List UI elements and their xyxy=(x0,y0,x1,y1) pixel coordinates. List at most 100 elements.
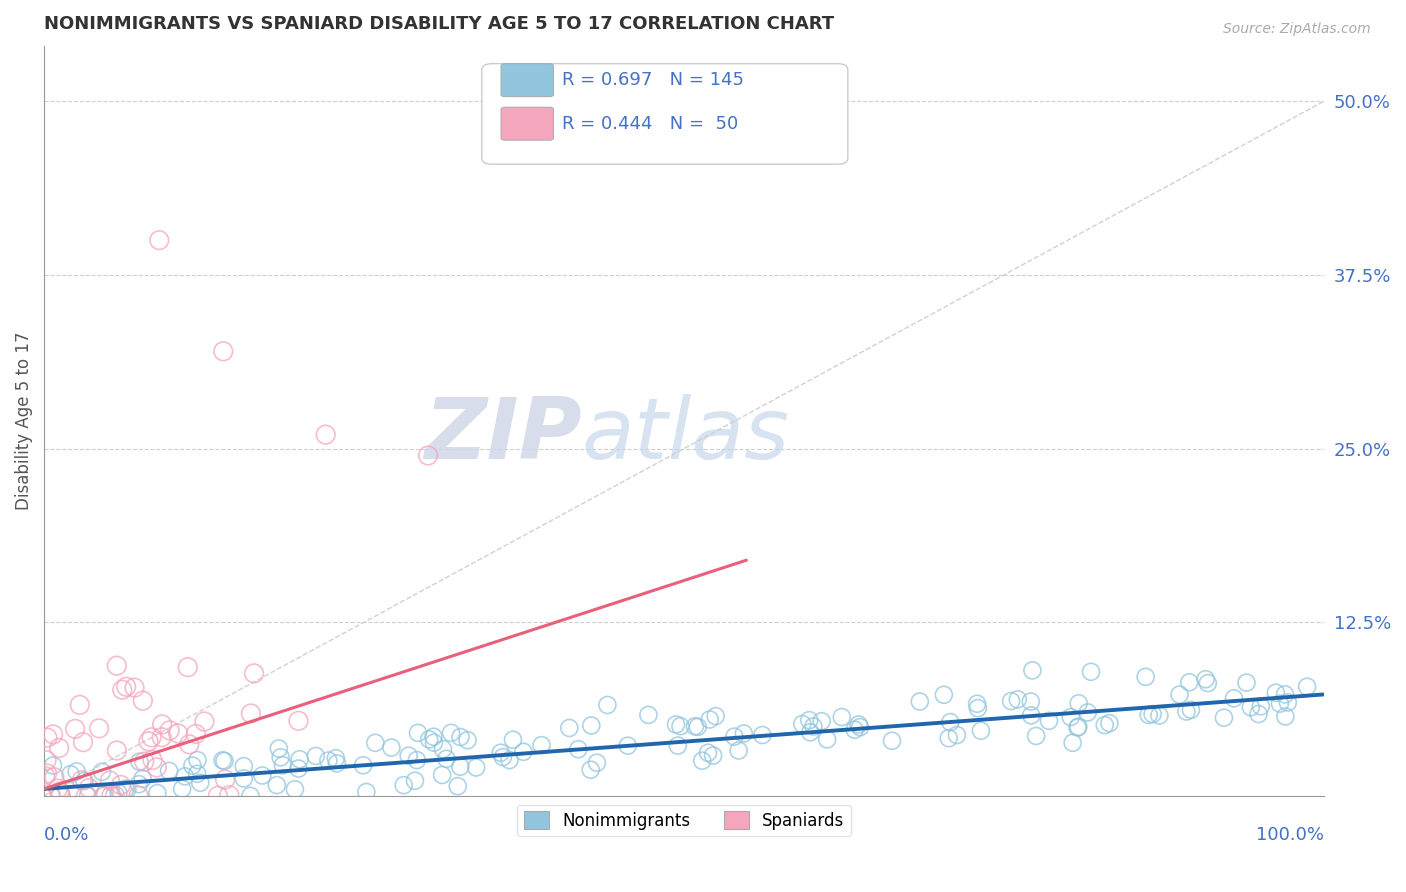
Point xyxy=(1274,709,1296,723)
Point xyxy=(186,753,208,767)
Point xyxy=(115,680,138,694)
Point xyxy=(751,728,773,742)
Point xyxy=(567,742,589,756)
Point xyxy=(271,758,294,772)
Point xyxy=(690,754,713,768)
Point xyxy=(398,748,420,763)
Point xyxy=(1149,708,1171,723)
Point xyxy=(98,773,121,788)
Point xyxy=(91,764,114,779)
Point xyxy=(447,779,470,793)
Point xyxy=(939,715,962,730)
Point xyxy=(1274,687,1296,701)
Point xyxy=(93,789,115,803)
Point xyxy=(1000,694,1022,708)
Point xyxy=(212,344,235,359)
Point xyxy=(186,766,208,780)
Point xyxy=(150,717,173,731)
Point xyxy=(305,748,328,763)
Point xyxy=(502,732,524,747)
Point xyxy=(132,694,155,708)
Point xyxy=(93,789,115,803)
Text: atlas: atlas xyxy=(582,394,790,477)
Point xyxy=(966,701,988,715)
Point xyxy=(174,769,197,783)
Point xyxy=(1077,706,1099,720)
Point xyxy=(1277,695,1299,709)
Point xyxy=(404,773,426,788)
Point xyxy=(141,731,163,745)
Point xyxy=(1142,707,1164,722)
Point xyxy=(637,707,659,722)
Point xyxy=(1197,676,1219,690)
Point xyxy=(66,764,89,779)
Point xyxy=(1180,703,1202,717)
Point xyxy=(232,759,254,773)
Point xyxy=(733,726,755,740)
Point xyxy=(107,786,129,800)
Point xyxy=(100,789,122,803)
Point xyxy=(270,750,292,764)
Point xyxy=(844,723,866,737)
Point xyxy=(117,782,139,797)
Point xyxy=(1236,675,1258,690)
Point xyxy=(35,753,58,767)
Point xyxy=(406,726,429,740)
Text: NONIMMIGRANTS VS SPANIARD DISABILITY AGE 5 TO 17 CORRELATION CHART: NONIMMIGRANTS VS SPANIARD DISABILITY AGE… xyxy=(44,15,834,33)
Point xyxy=(727,743,749,757)
Point xyxy=(148,233,170,247)
Point xyxy=(1062,736,1084,750)
Point xyxy=(880,733,903,747)
Point xyxy=(799,725,821,739)
Point xyxy=(77,789,100,803)
Point xyxy=(1137,707,1160,722)
Point xyxy=(1067,696,1090,710)
Point xyxy=(232,772,254,786)
Point xyxy=(75,789,97,803)
Point xyxy=(114,781,136,796)
Point xyxy=(512,745,534,759)
Point xyxy=(63,722,86,736)
Text: R = 0.697   N = 145: R = 0.697 N = 145 xyxy=(562,71,744,89)
Point xyxy=(699,713,721,727)
Point xyxy=(267,741,290,756)
Point xyxy=(1264,686,1286,700)
Point xyxy=(70,773,93,788)
Point xyxy=(39,789,62,803)
Point xyxy=(1194,672,1216,686)
Point xyxy=(498,753,520,767)
Point xyxy=(42,727,65,741)
Point xyxy=(287,762,309,776)
Point xyxy=(48,784,70,798)
FancyBboxPatch shape xyxy=(501,63,554,96)
Point xyxy=(492,750,515,764)
Point xyxy=(1296,680,1319,694)
Point xyxy=(172,781,194,796)
Point xyxy=(803,719,825,733)
Point xyxy=(128,755,150,769)
Point xyxy=(418,732,440,747)
Point xyxy=(457,733,479,747)
Point xyxy=(810,714,832,728)
FancyBboxPatch shape xyxy=(501,107,554,140)
Point xyxy=(704,709,727,723)
Point xyxy=(465,760,488,774)
Point xyxy=(188,776,211,790)
Point xyxy=(128,789,150,803)
Point xyxy=(326,756,349,771)
Point xyxy=(1268,697,1291,711)
Point xyxy=(440,726,463,740)
Point xyxy=(1007,692,1029,706)
Point xyxy=(49,789,72,803)
Point xyxy=(1135,670,1157,684)
Point xyxy=(179,737,201,751)
Point xyxy=(581,718,603,732)
Point xyxy=(193,714,215,729)
Point xyxy=(352,758,374,772)
Point xyxy=(617,739,640,753)
Point xyxy=(849,720,872,734)
Point xyxy=(39,789,62,803)
Point xyxy=(145,760,167,774)
Point xyxy=(167,726,190,740)
Point xyxy=(159,723,181,738)
